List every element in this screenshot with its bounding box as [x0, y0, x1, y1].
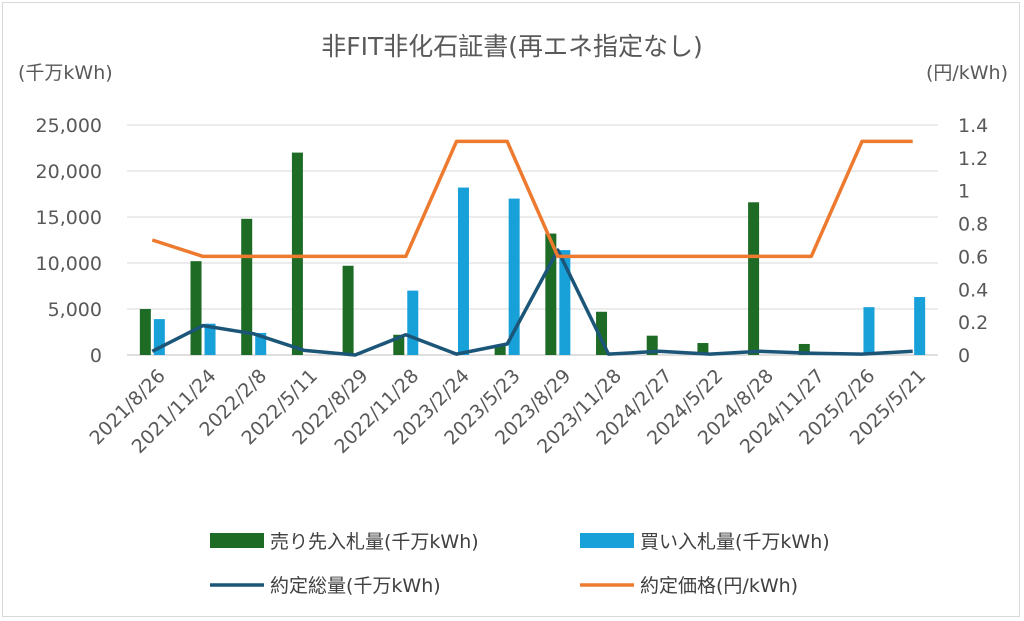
- bar: [191, 261, 202, 355]
- left-tick-label: 20,000: [36, 161, 102, 183]
- bar-series: [140, 153, 925, 355]
- right-tick-label: 1.2: [958, 148, 988, 170]
- right-tick-label: 1: [958, 181, 970, 203]
- right-tick-label: 0: [958, 345, 970, 367]
- left-tick-label: 15,000: [36, 207, 102, 229]
- legend-label: 約定総量(千万kWh): [270, 575, 441, 597]
- right-tick-label: 0.8: [958, 214, 988, 236]
- left-tick-label: 5,000: [48, 299, 102, 321]
- legend-swatch: [210, 533, 264, 548]
- left-axis-unit: (千万kWh): [18, 62, 113, 84]
- legend-swatch: [580, 533, 634, 548]
- legend: 売り先入札量(千万kWh) 買い入札量(千万kWh) 約定総量(千万kWh) 約定価格…: [210, 531, 830, 597]
- right-tick-label: 0.2: [958, 312, 988, 334]
- bar: [407, 291, 418, 355]
- bar: [748, 202, 759, 355]
- left-tick-label: 10,000: [36, 253, 102, 275]
- legend-label: 買い入札量(千万kWh): [640, 531, 830, 553]
- bar: [140, 309, 151, 355]
- bar: [863, 307, 874, 355]
- line-series: [152, 141, 912, 355]
- right-tick-label: 0.4: [958, 279, 988, 301]
- chart-title: 非FIT非化石証書(再エネ指定なし): [321, 32, 703, 61]
- series-line: [152, 250, 912, 355]
- right-tick-label: 0.6: [958, 246, 988, 268]
- left-tick-label: 0: [90, 345, 102, 367]
- right-tick-label: 1.4: [958, 115, 988, 137]
- bar: [292, 153, 303, 355]
- legend-label: 約定価格(円/kWh): [640, 575, 798, 597]
- right-axis-unit: (円/kWh): [926, 62, 1008, 84]
- bar: [458, 188, 469, 355]
- series-line: [152, 141, 912, 256]
- legend-label: 売り先入札量(千万kWh): [270, 531, 479, 553]
- bar: [914, 297, 925, 355]
- left-tick-label: 25,000: [36, 115, 102, 137]
- bar: [343, 266, 354, 355]
